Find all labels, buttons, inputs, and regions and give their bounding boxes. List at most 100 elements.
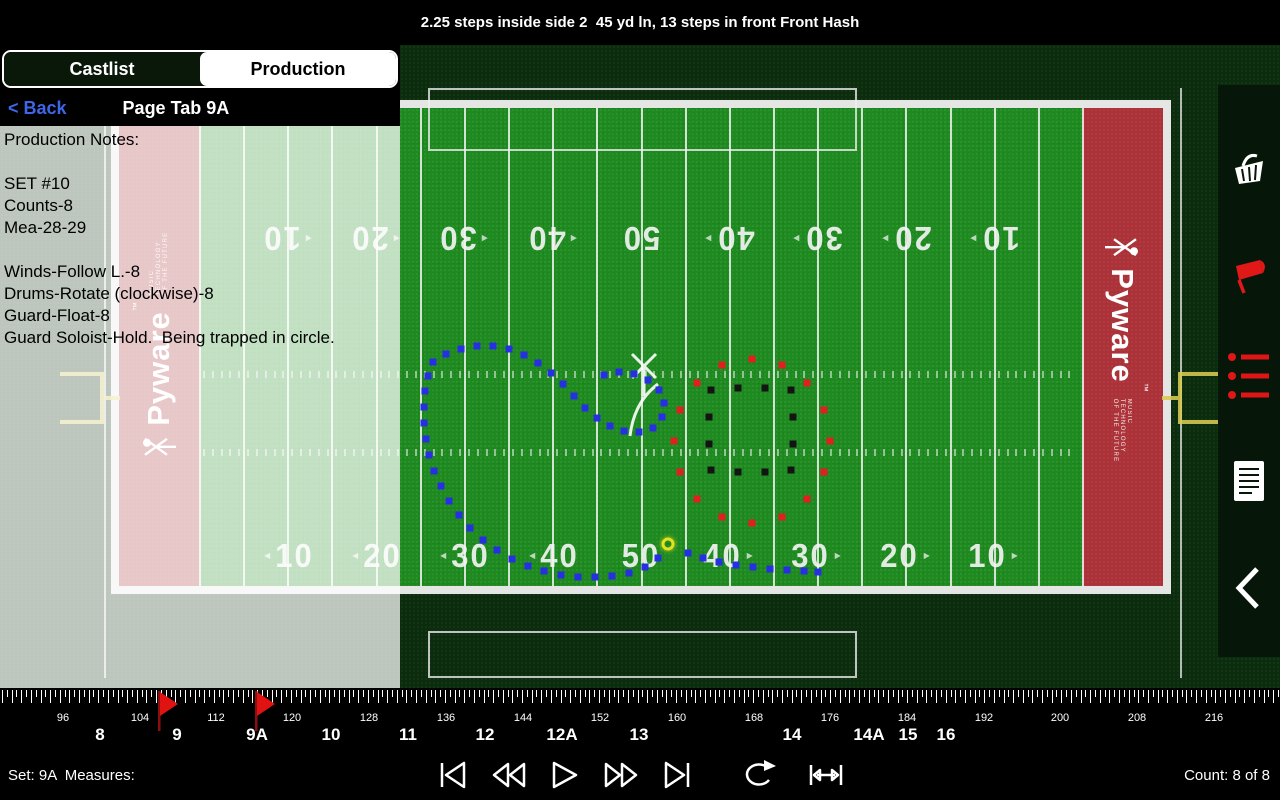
performer-dot-red[interactable] — [778, 513, 786, 521]
performer-dot-red[interactable] — [718, 361, 726, 369]
performer-dot-blue[interactable] — [593, 414, 601, 422]
performer-dot-blue[interactable] — [635, 428, 643, 436]
performer-dot-blue[interactable] — [547, 369, 555, 377]
performer-dot-blue[interactable] — [422, 435, 430, 443]
performer-dot-blue[interactable] — [620, 427, 628, 435]
performer-dot-black[interactable] — [787, 466, 795, 474]
performer-dot-red[interactable] — [820, 406, 828, 414]
performer-dot-black[interactable] — [789, 413, 797, 421]
performer-dot-red[interactable] — [803, 379, 811, 387]
paint-flag-tool-icon[interactable] — [1226, 253, 1272, 299]
count-ruler[interactable]: 96 104 112 120 128 136 144 152 160 168 176 184 192 20… — [0, 688, 1280, 750]
performer-dot-red[interactable] — [820, 468, 828, 476]
performer-dot-red[interactable] — [826, 437, 834, 445]
performer-dot-blue[interactable] — [749, 563, 757, 571]
basket-tool-icon[interactable] — [1226, 147, 1272, 193]
performer-dot-blue[interactable] — [715, 558, 723, 566]
collapse-panel-icon[interactable] — [1229, 563, 1269, 613]
performer-dot-blue[interactable] — [655, 386, 663, 394]
set-label[interactable]: 13 — [629, 725, 649, 744]
performer-dot-blue[interactable] — [534, 359, 542, 367]
tab-production[interactable]: Production — [200, 52, 396, 86]
performer-dot-blue[interactable] — [766, 565, 774, 573]
performer-dot-blue[interactable] — [493, 546, 501, 554]
performer-dot-blue[interactable] — [644, 376, 652, 384]
performer-dot-blue[interactable] — [540, 567, 548, 575]
rewind-button[interactable] — [489, 759, 529, 791]
performer-dot-blue[interactable] — [445, 497, 453, 505]
performer-dot-black[interactable] — [789, 440, 797, 448]
performer-dot-blue[interactable] — [600, 371, 608, 379]
set-label[interactable]: 10 — [321, 725, 341, 744]
set-flag-marker[interactable] — [254, 691, 276, 738]
performer-dot-blue[interactable] — [437, 482, 445, 490]
skip-to-end-button[interactable] — [657, 759, 697, 791]
performer-dot-blue[interactable] — [581, 404, 589, 412]
performer-dot-blue[interactable] — [489, 342, 497, 350]
performer-dot-blue[interactable] — [783, 566, 791, 574]
performer-dot-blue[interactable] — [524, 562, 532, 570]
set-label[interactable]: 8 — [95, 725, 105, 744]
performer-dot-blue[interactable] — [732, 561, 740, 569]
performer-dot-blue[interactable] — [424, 372, 432, 380]
performer-dot-blue[interactable] — [505, 345, 513, 353]
performer-dot-blue[interactable] — [479, 536, 487, 544]
set-label[interactable]: 15 — [898, 725, 918, 744]
set-label[interactable]: 16 — [936, 725, 956, 744]
performer-dot-blue[interactable] — [557, 571, 565, 579]
performer-dot-blue[interactable] — [455, 511, 463, 519]
performer-dot-red[interactable] — [676, 468, 684, 476]
performer-dot-blue[interactable] — [559, 380, 567, 388]
set-label[interactable]: 11 — [399, 725, 417, 744]
performer-dot-blue[interactable] — [508, 555, 516, 563]
performer-dot-red[interactable] — [676, 406, 684, 414]
performer-dot-blue[interactable] — [606, 422, 614, 430]
performer-dot-blue[interactable] — [473, 342, 481, 350]
count-range-button[interactable] — [805, 759, 847, 791]
production-notes[interactable]: Production Notes: SET #10 Counts-8 Mea-28-2… — [0, 126, 400, 688]
performer-dot-black[interactable] — [787, 386, 795, 394]
performer-dot-black[interactable] — [707, 466, 715, 474]
list-tool-icon[interactable] — [1225, 347, 1273, 407]
performer-dot-blue[interactable] — [430, 467, 438, 475]
performer-dot-blue[interactable] — [699, 554, 707, 562]
set-label[interactable]: 9 — [172, 725, 182, 744]
performer-dot-blue[interactable] — [457, 345, 465, 353]
performer-dot-red[interactable] — [748, 519, 756, 527]
set-flag-marker[interactable] — [157, 691, 179, 738]
performer-dot-blue[interactable] — [660, 399, 668, 407]
performer-dot-blue[interactable] — [625, 569, 633, 577]
performer-dot-blue[interactable] — [425, 451, 433, 459]
performer-dot-blue[interactable] — [466, 524, 474, 532]
performer-dot-black[interactable] — [707, 386, 715, 394]
performer-dot-yellow[interactable] — [661, 537, 675, 551]
performer-dot-blue[interactable] — [442, 350, 450, 358]
performer-dot-blue[interactable] — [420, 419, 428, 427]
set-label[interactable]: 12A — [546, 725, 578, 744]
performer-dot-blue[interactable] — [630, 370, 638, 378]
performer-dot-red[interactable] — [748, 355, 756, 363]
performer-dot-blue[interactable] — [615, 368, 623, 376]
performer-dot-red[interactable] — [670, 437, 678, 445]
performer-dot-red[interactable] — [693, 379, 701, 387]
set-label[interactable]: 14A — [853, 725, 885, 744]
performer-dot-red[interactable] — [718, 513, 726, 521]
performer-dot-blue[interactable] — [608, 572, 616, 580]
performer-dot-blue[interactable] — [654, 554, 662, 562]
performer-dot-blue[interactable] — [574, 573, 582, 581]
fast-forward-button[interactable] — [601, 759, 641, 791]
performer-dot-blue[interactable] — [684, 549, 692, 557]
performer-dot-blue[interactable] — [800, 567, 808, 575]
loop-playback-button[interactable] — [737, 758, 777, 792]
performer-dot-blue[interactable] — [420, 403, 428, 411]
performer-dot-black[interactable] — [761, 384, 769, 392]
performer-dot-blue[interactable] — [649, 424, 657, 432]
performer-dot-blue[interactable] — [591, 573, 599, 581]
performer-dot-blue[interactable] — [421, 387, 429, 395]
performer-dot-black[interactable] — [705, 413, 713, 421]
notes-tool-icon[interactable] — [1228, 457, 1270, 505]
performer-dot-blue[interactable] — [570, 392, 578, 400]
skip-to-start-button[interactable] — [433, 759, 473, 791]
set-label[interactable]: 12 — [475, 725, 495, 744]
performer-dot-black[interactable] — [734, 468, 742, 476]
